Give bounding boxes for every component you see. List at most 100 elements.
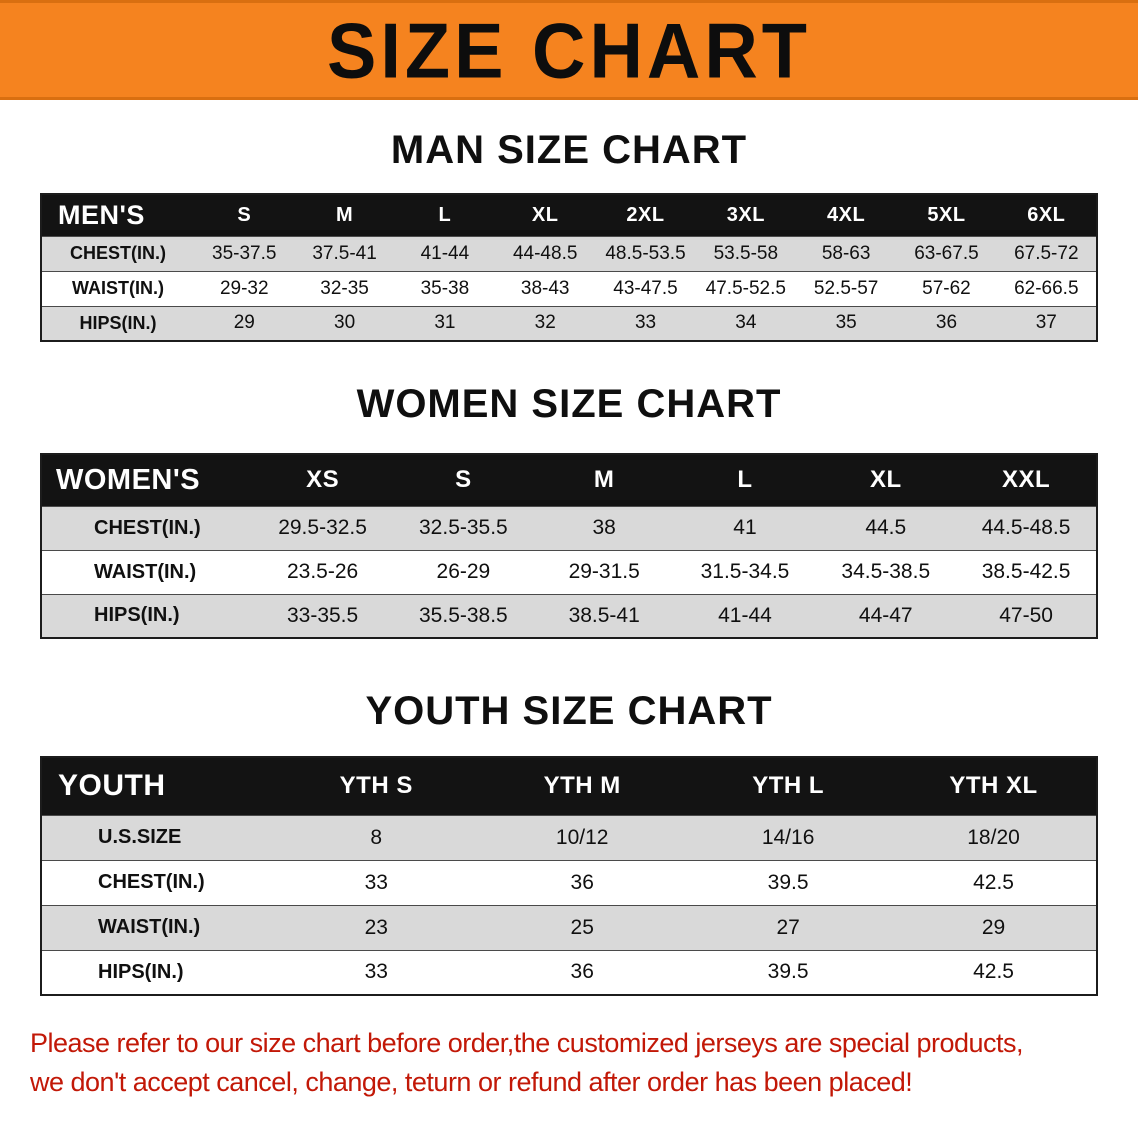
size-header-cell: YTH XL	[891, 757, 1097, 815]
row-label-cell: WAIST(IN.)	[41, 549, 253, 594]
table-title-cell: YOUTH	[41, 757, 274, 815]
table-row: WAIST(IN.) 23 25 27 29	[41, 904, 1097, 950]
size-header-cell: M	[294, 194, 395, 236]
banner-title: SIZE CHART	[327, 6, 811, 94]
value-cell: 26-29	[392, 549, 534, 594]
value-cell: 29-32	[194, 270, 295, 306]
row-label-cell: CHEST(IN.)	[41, 505, 253, 550]
size-header-cell: 4XL	[795, 194, 897, 236]
value-cell: 36	[479, 859, 686, 905]
value-cell: 32.5-35.5	[392, 505, 534, 550]
size-header-cell: S	[392, 454, 534, 506]
size-header-cell: YTH S	[273, 757, 480, 815]
youth-size-table: YOUTH YTH S YTH M YTH L YTH XL U.S.SIZE 8 10/12…	[40, 756, 1098, 996]
size-header-cell: L	[674, 454, 816, 506]
value-cell: 57-62	[896, 270, 997, 306]
row-label-cell: WAIST(IN.)	[41, 904, 274, 950]
size-header-cell: 6XL	[996, 194, 1097, 236]
value-cell: 33-35.5	[252, 593, 393, 638]
value-cell: 8	[273, 814, 480, 860]
footer-note: Please refer to our size chart before or…	[0, 1024, 1138, 1102]
value-cell: 44.5-48.5	[956, 505, 1097, 550]
value-cell: 63-67.5	[896, 235, 997, 271]
size-header-cell: L	[394, 194, 496, 236]
size-header-cell: 5XL	[896, 194, 997, 236]
table-row: U.S.SIZE 8 10/12 14/16 18/20	[41, 814, 1097, 860]
value-cell: 37.5-41	[294, 235, 395, 271]
value-cell: 47.5-52.5	[695, 270, 796, 306]
value-cell: 62-66.5	[996, 270, 1097, 306]
table-row: HIPS(IN.) 33-35.5 35.5-38.5 38.5-41 41-44 44-…	[41, 593, 1097, 638]
table-row: CHEST(IN.) 33 36 39.5 42.5	[41, 859, 1097, 905]
value-cell: 32-35	[294, 270, 395, 306]
value-cell: 44-47	[815, 593, 957, 638]
value-cell: 29-31.5	[533, 549, 675, 594]
value-cell: 44.5	[815, 505, 957, 550]
table-header-row: WOMEN'S XS S M L XL XXL	[41, 454, 1097, 506]
value-cell: 44-48.5	[495, 235, 596, 271]
size-header-cell: YTH L	[685, 757, 892, 815]
table-row: CHEST(IN.) 29.5-32.5 32.5-35.5 38 41 44.5 44.5…	[41, 505, 1097, 550]
value-cell: 38-43	[495, 270, 596, 306]
row-label-cell: WAIST(IN.)	[41, 270, 195, 306]
table-title-cell: WOMEN'S	[41, 454, 253, 506]
value-cell: 38.5-42.5	[956, 549, 1097, 594]
footer-note-line1: Please refer to our size chart before or…	[30, 1028, 1024, 1058]
value-cell: 25	[479, 904, 686, 950]
table-row: WAIST(IN.) 29-32 32-35 35-38 38-43 43-47.5 47.…	[41, 270, 1097, 306]
value-cell: 23	[273, 904, 480, 950]
value-cell: 67.5-72	[996, 235, 1097, 271]
value-cell: 38	[533, 505, 675, 550]
table-row: HIPS(IN.) 33 36 39.5 42.5	[41, 949, 1097, 995]
value-cell: 29	[194, 305, 295, 341]
value-cell: 35.5-38.5	[392, 593, 534, 638]
value-cell: 39.5	[685, 859, 892, 905]
footer-note-line2: we don't accept cancel, change, teturn o…	[30, 1067, 913, 1098]
value-cell: 53.5-58	[695, 235, 796, 271]
row-label-cell: U.S.SIZE	[41, 814, 274, 860]
youth-size-section: YOUTH SIZE CHART YOUTH YTH S YTH M YTH L YTH…	[0, 689, 1138, 996]
value-cell: 41	[674, 505, 816, 550]
value-cell: 34.5-38.5	[815, 549, 957, 594]
women-size-table: WOMEN'S XS S M L XL XXL CHEST(IN.) 29.5-32.5 32.5…	[40, 453, 1098, 639]
size-header-cell: XS	[252, 454, 393, 506]
size-header-cell: XL	[495, 194, 596, 236]
table-row: CHEST(IN.) 35-37.5 37.5-41 41-44 44-48.5 48.5…	[41, 235, 1097, 271]
value-cell: 18/20	[891, 814, 1097, 860]
value-cell: 23.5-26	[252, 549, 393, 594]
value-cell: 31.5-34.5	[674, 549, 816, 594]
men-section-heading: MAN SIZE CHART	[390, 128, 748, 172]
row-label-cell: HIPS(IN.)	[41, 949, 274, 995]
row-label-cell: HIPS(IN.)	[41, 305, 195, 341]
value-cell: 36	[896, 305, 997, 341]
value-cell: 35-38	[394, 270, 496, 306]
value-cell: 29	[891, 904, 1097, 950]
women-section-heading: WOMEN SIZE CHART	[356, 382, 782, 426]
men-size-section: MAN SIZE CHART MEN'S S M L XL 2XL 3XL 4XL 5XL 6XL…	[0, 128, 1138, 342]
value-cell: 27	[685, 904, 892, 950]
value-cell: 32	[495, 305, 596, 341]
size-header-cell: YTH M	[479, 757, 686, 815]
value-cell: 48.5-53.5	[595, 235, 696, 271]
value-cell: 30	[294, 305, 395, 341]
women-size-section: WOMEN SIZE CHART WOMEN'S XS S M L XL XXL CHEST(…	[0, 382, 1138, 639]
size-chart-banner: SIZE CHART	[0, 0, 1138, 100]
men-size-table: MEN'S S M L XL 2XL 3XL 4XL 5XL 6XL CHEST(IN.) 35-37…	[40, 193, 1098, 342]
row-label-cell: HIPS(IN.)	[41, 593, 253, 638]
value-cell: 36	[479, 949, 686, 995]
value-cell: 52.5-57	[795, 270, 897, 306]
value-cell: 47-50	[956, 593, 1097, 638]
value-cell: 33	[273, 859, 480, 905]
value-cell: 14/16	[685, 814, 892, 860]
value-cell: 10/12	[479, 814, 686, 860]
value-cell: 31	[394, 305, 496, 341]
size-header-cell: M	[533, 454, 675, 506]
value-cell: 41-44	[674, 593, 816, 638]
value-cell: 38.5-41	[533, 593, 675, 638]
size-header-cell: 2XL	[595, 194, 696, 236]
row-label-cell: CHEST(IN.)	[41, 235, 195, 271]
table-row: WAIST(IN.) 23.5-26 26-29 29-31.5 31.5-34.5 34…	[41, 549, 1097, 594]
value-cell: 37	[996, 305, 1097, 341]
value-cell: 35	[795, 305, 897, 341]
